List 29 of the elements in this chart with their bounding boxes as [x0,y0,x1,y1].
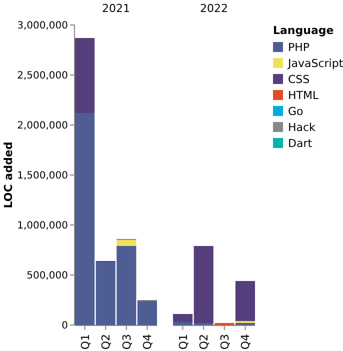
y-tick-label: 3,000,000 [17,20,68,32]
x-tick-label: Q3 [120,334,134,350]
y-axis-title: LOC added [2,142,15,208]
x-tick-label: Q2 [100,334,113,350]
legend-label: JavaScript [287,57,343,70]
legend-label: Go [288,105,304,118]
x-tick-label: Q3 [218,334,232,350]
y-tick-label: 500,000 [26,270,68,282]
x-tick-label: Q1 [78,334,92,350]
bar [235,281,255,321]
bar [75,38,95,113]
x-tick-label: Q1 [176,334,190,350]
y-tick-label: 0 [62,320,68,332]
legend-title: Language [273,24,334,37]
chart-title: 2021 [102,2,130,15]
y-tick-label: 1,500,000 [17,170,68,182]
x-tick-label: Q2 [198,334,211,350]
legend-label: CSS [288,73,310,86]
x-tick-label: Q4 [141,334,154,350]
bar [116,240,136,246]
legend-label: PHP [288,41,310,54]
y-tick-label: 1,000,000 [17,220,68,232]
chart-title: 2022 [200,2,228,15]
legend-label: Dart [288,137,313,150]
x-tick-label: Q4 [239,334,252,350]
y-tick-label: 2,500,000 [17,70,68,82]
legend-label: HTML [288,89,320,102]
legend-label: Hack [288,121,316,134]
y-tick-label: 2,000,000 [17,120,68,132]
